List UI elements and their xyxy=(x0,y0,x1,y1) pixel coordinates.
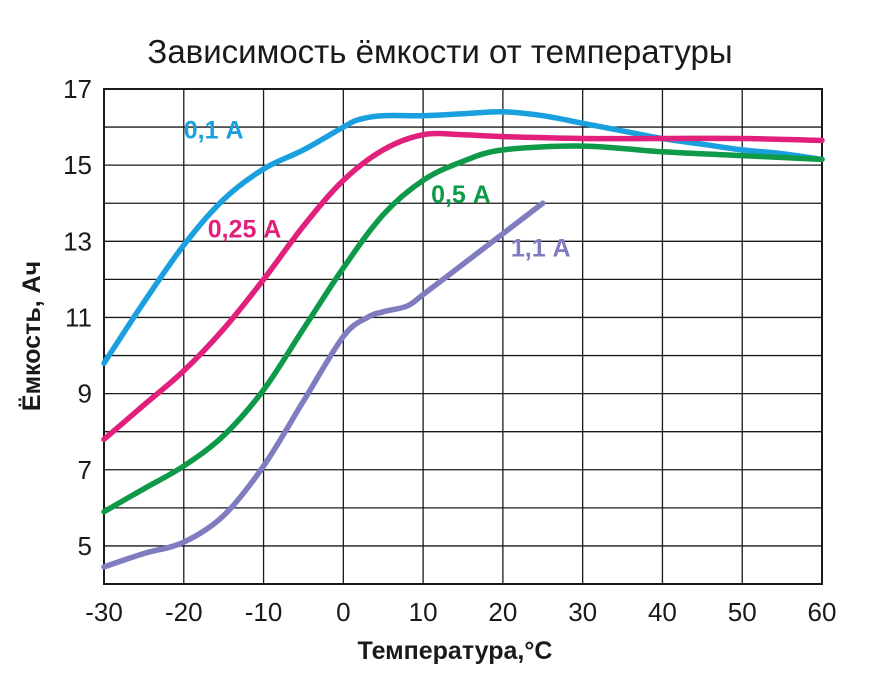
x-tick-label: -30 xyxy=(85,597,123,627)
series-label: 1,1 А xyxy=(511,235,571,263)
series-curves xyxy=(101,109,825,570)
series-line xyxy=(101,200,546,570)
grid xyxy=(104,89,822,584)
y-axis-ticks: 5 7 9 11 13 15 17 xyxy=(63,74,92,561)
x-tick-label: -20 xyxy=(165,597,203,627)
y-tick-label: 7 xyxy=(78,455,92,485)
y-tick-label: 9 xyxy=(78,379,92,409)
x-tick-label: 30 xyxy=(568,597,597,627)
x-axis-ticks: -30 -20 -10 0 10 20 30 40 50 60 xyxy=(85,597,836,627)
series-line xyxy=(101,130,825,443)
series-labels: 0,1 А 0,25 А 0,5 А 1,1 А xyxy=(184,117,571,263)
series-label: 0,25 А xyxy=(208,216,282,244)
x-tick-label: 60 xyxy=(808,597,837,627)
series-label: 0,1 А xyxy=(184,117,244,145)
y-tick-label: 17 xyxy=(63,74,92,104)
x-tick-label: 20 xyxy=(488,597,517,627)
x-tick-label: -10 xyxy=(245,597,283,627)
y-tick-label: 15 xyxy=(63,150,92,180)
x-tick-label: 40 xyxy=(648,597,677,627)
series-label: 0,5 А xyxy=(431,181,491,209)
x-axis-label: Температура,°C xyxy=(358,637,553,665)
plot-frame xyxy=(103,88,823,585)
series-line xyxy=(101,109,825,366)
y-tick-label: 13 xyxy=(63,226,92,256)
series-line xyxy=(101,143,825,515)
chart-title: Зависимость ёмкости от температуры xyxy=(147,33,732,70)
x-tick-label: 50 xyxy=(728,597,757,627)
y-tick-label: 11 xyxy=(65,302,92,332)
y-axis-label: Ёмкость, Ач xyxy=(18,261,46,411)
x-tick-label: 10 xyxy=(409,597,438,627)
y-tick-label: 5 xyxy=(78,531,92,561)
x-tick-label: 0 xyxy=(336,597,350,627)
